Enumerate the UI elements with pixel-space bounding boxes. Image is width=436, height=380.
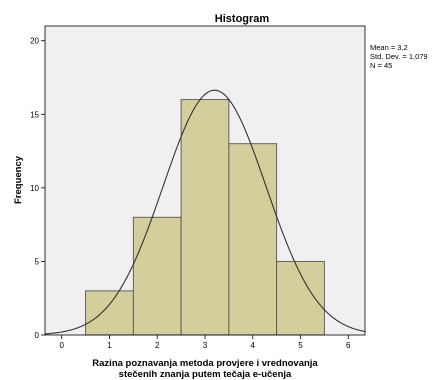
chart-title: Histogram: [215, 13, 270, 25]
x-tick-label-3: 3: [203, 341, 208, 350]
x-tick-label-1: 1: [107, 341, 112, 350]
histogram-bar-5: [276, 260, 325, 336]
x-axis-title-line-2: stečenih znanja putem tečaja e-učenja: [119, 369, 292, 380]
histogram-bar-4: [228, 143, 278, 336]
bars-group: [85, 99, 325, 336]
axes-group: 0 5 10 15 20 0 1 2 3 4 5 6: [30, 37, 351, 350]
normal-curve: [44, 89, 366, 335]
histogram-bar-3: [180, 99, 230, 336]
y-tick-label-5: 5: [35, 257, 40, 266]
y-axis-title: Frequency: [13, 155, 24, 204]
x-tick-label-6: 6: [346, 341, 351, 350]
histogram-bar-1: [85, 290, 134, 336]
x-tick-label-4: 4: [251, 341, 256, 350]
y-tick-label-10: 10: [30, 184, 39, 193]
x-tick-label-2: 2: [155, 341, 160, 350]
stats-std-dev: Std. Dev. = 1,079: [370, 52, 428, 61]
y-tick-label-20: 20: [30, 37, 39, 46]
y-tick-label-0: 0: [35, 331, 40, 340]
x-tick-label-0: 0: [59, 341, 64, 350]
stats-mean: Mean = 3,2: [370, 43, 408, 52]
x-axis-title-line-1: Razina poznavanja metoda provjere i vred…: [92, 358, 318, 369]
x-tick-label-5: 5: [298, 341, 303, 350]
histogram-bar-2: [132, 216, 182, 336]
stats-n: N = 45: [370, 61, 392, 70]
y-tick-label-15: 15: [30, 110, 39, 119]
